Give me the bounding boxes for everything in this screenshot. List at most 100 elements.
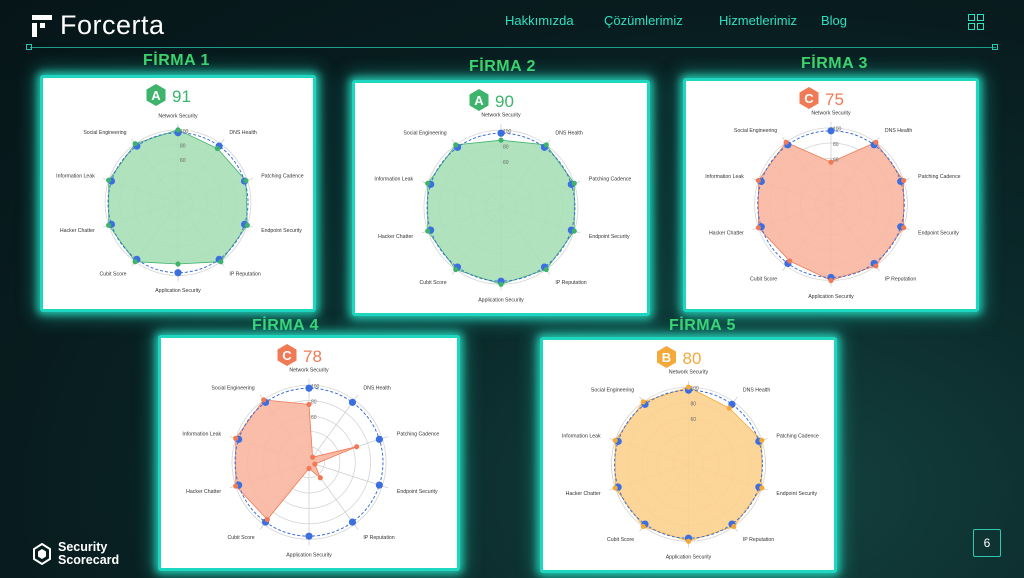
ss-logo-line2: Scorecard xyxy=(58,553,120,567)
firm-5-title: FİRMA 5 xyxy=(669,317,736,334)
score-point xyxy=(106,177,112,183)
score-point xyxy=(132,141,138,147)
nav-item-blog[interactable]: Blog xyxy=(821,13,848,28)
score-point xyxy=(317,475,323,481)
score-point xyxy=(543,142,549,148)
divider-cap-left xyxy=(26,44,32,50)
ss-logo-line1: Security xyxy=(58,540,108,554)
radar-axis-label: Endpoint Security xyxy=(397,489,438,495)
score-point xyxy=(828,277,834,284)
score-point xyxy=(726,405,732,411)
radar-tick-label: 100 xyxy=(691,386,700,392)
grade-letter: A xyxy=(474,93,484,108)
benchmark-point xyxy=(375,435,383,443)
score-point xyxy=(453,266,459,273)
nav-item-hizmetlerimiz[interactable]: Hizmetlerimiz xyxy=(719,13,797,28)
score-point xyxy=(175,127,181,133)
score-point xyxy=(354,444,360,450)
score-point xyxy=(759,437,765,443)
score-point xyxy=(106,222,112,228)
score-point xyxy=(731,523,737,530)
grade-badge-icon xyxy=(277,344,297,366)
radar-axis-label: Application Security xyxy=(478,298,524,304)
score-point xyxy=(783,139,789,145)
radar-axis-label: Social Engineering xyxy=(403,130,446,136)
radar-axis-label: Hacker Chatter xyxy=(709,230,744,236)
benchmark-point xyxy=(174,269,182,277)
radar-axis-label: Application Security xyxy=(286,553,332,559)
score-point xyxy=(310,454,316,460)
score-point xyxy=(306,465,312,471)
radar-axis-label: DNS Health xyxy=(743,387,771,393)
score-point xyxy=(759,485,765,491)
radar-axis-label: Social Engineering xyxy=(211,385,254,391)
nav-item-cozumlerimiz[interactable]: Çözümlerimiz xyxy=(604,13,683,28)
score-point xyxy=(306,401,312,408)
security-scorecard-logo: Security Scorecard xyxy=(32,541,119,567)
radar-axis-label: Social Engineering xyxy=(734,128,777,134)
radar-axis-label: Network Security xyxy=(669,370,709,376)
radar-axis-label: DNS Health xyxy=(229,130,257,136)
radar-tick-label: 100 xyxy=(833,127,842,133)
firm-5-radar-chart: B 80 100 80 60 Network Security DNS Health Patc… xyxy=(562,346,819,561)
grade-badge-icon xyxy=(469,89,489,111)
benchmark-point xyxy=(305,532,313,540)
radar-tick-label: 60 xyxy=(503,160,509,166)
radar-axis-label: Network Security xyxy=(481,113,521,119)
radar-axis-label: Patching Cadence xyxy=(776,434,819,440)
radar-tick-label: 60 xyxy=(833,157,839,163)
firm-1-title: FİRMA 1 xyxy=(143,52,210,69)
score-point xyxy=(498,137,504,143)
security-scorecard-icon xyxy=(33,543,51,565)
radar-axis-label: IP Reputation xyxy=(885,276,916,282)
radar-axis-label: IP Reputation xyxy=(363,535,394,541)
score-value: 80 xyxy=(683,349,702,368)
grade-badge-icon xyxy=(146,84,166,106)
radar-axis-label: Endpoint Security xyxy=(589,234,630,240)
firm-1-radar-chart: A 91 100 80 60 Network Security DNS Health Patc… xyxy=(56,84,304,294)
score-point xyxy=(132,259,138,265)
radar-axis-label: Endpoint Security xyxy=(261,228,302,234)
score-point xyxy=(787,258,793,264)
firm-4-radar-chart: C 78 100 80 60 Network Security DNS Health Patc… xyxy=(182,344,439,559)
radar-tick-label: 80 xyxy=(180,143,186,149)
radar-axis-label: Network Security xyxy=(158,113,198,119)
radar-axis-label: Hacker Chatter xyxy=(378,234,413,240)
top-nav: Hakkımızda Çözümlerimiz Hizmetlerimiz Bl… xyxy=(0,13,1024,33)
brand-logo[interactable]: Forcerta xyxy=(32,10,165,41)
radar-axis-label: Hacker Chatter xyxy=(60,228,95,234)
radar-axis-label: DNS Health xyxy=(885,128,913,134)
score-point xyxy=(175,261,181,267)
page-number: 6 xyxy=(973,529,1001,557)
firm-3-radar-chart: C 75 100 80 60 Network Security DNS Health Patc… xyxy=(705,87,961,300)
score-point xyxy=(543,266,549,273)
radar-axis-label: Social Engineering xyxy=(591,387,634,393)
radar-tick-label: 80 xyxy=(311,400,317,406)
grade-letter: B xyxy=(662,350,671,365)
grid-menu-icon[interactable] xyxy=(968,14,984,30)
radar-tick-label: 80 xyxy=(503,145,509,151)
radar-axis-label: IP Reputation xyxy=(555,280,586,286)
firm-1-scorecard: A 91 100 80 60 Network Security DNS Health Patc… xyxy=(40,75,316,312)
benchmark-point xyxy=(305,384,313,392)
grade-letter: C xyxy=(804,91,814,106)
radar-axis-label: Endpoint Security xyxy=(776,491,817,497)
score-point xyxy=(571,180,577,186)
nav-item-hakkimizda[interactable]: Hakkımızda xyxy=(505,13,574,28)
firm-2-scorecard: A 90 100 80 60 Network Security DNS Health Patc… xyxy=(352,80,650,316)
score-point xyxy=(901,177,907,184)
radar-axis-label: Application Security xyxy=(808,294,854,300)
radar-tick-label: 80 xyxy=(691,402,697,408)
firm-4-scorecard: C 78 100 80 60 Network Security DNS Health Patc… xyxy=(158,335,460,571)
score-point xyxy=(425,180,431,186)
radar-axis-label: Cubit Score xyxy=(607,537,634,543)
score-point xyxy=(901,225,907,231)
score-point xyxy=(312,461,318,467)
benchmark-point xyxy=(348,518,357,526)
score-point xyxy=(498,281,504,287)
score-value: 75 xyxy=(825,90,844,109)
forcerta-logo-icon xyxy=(32,14,52,37)
radar-axis-label: Endpoint Security xyxy=(918,230,959,236)
score-value: 78 xyxy=(303,347,322,366)
grade-letter: C xyxy=(282,348,292,363)
